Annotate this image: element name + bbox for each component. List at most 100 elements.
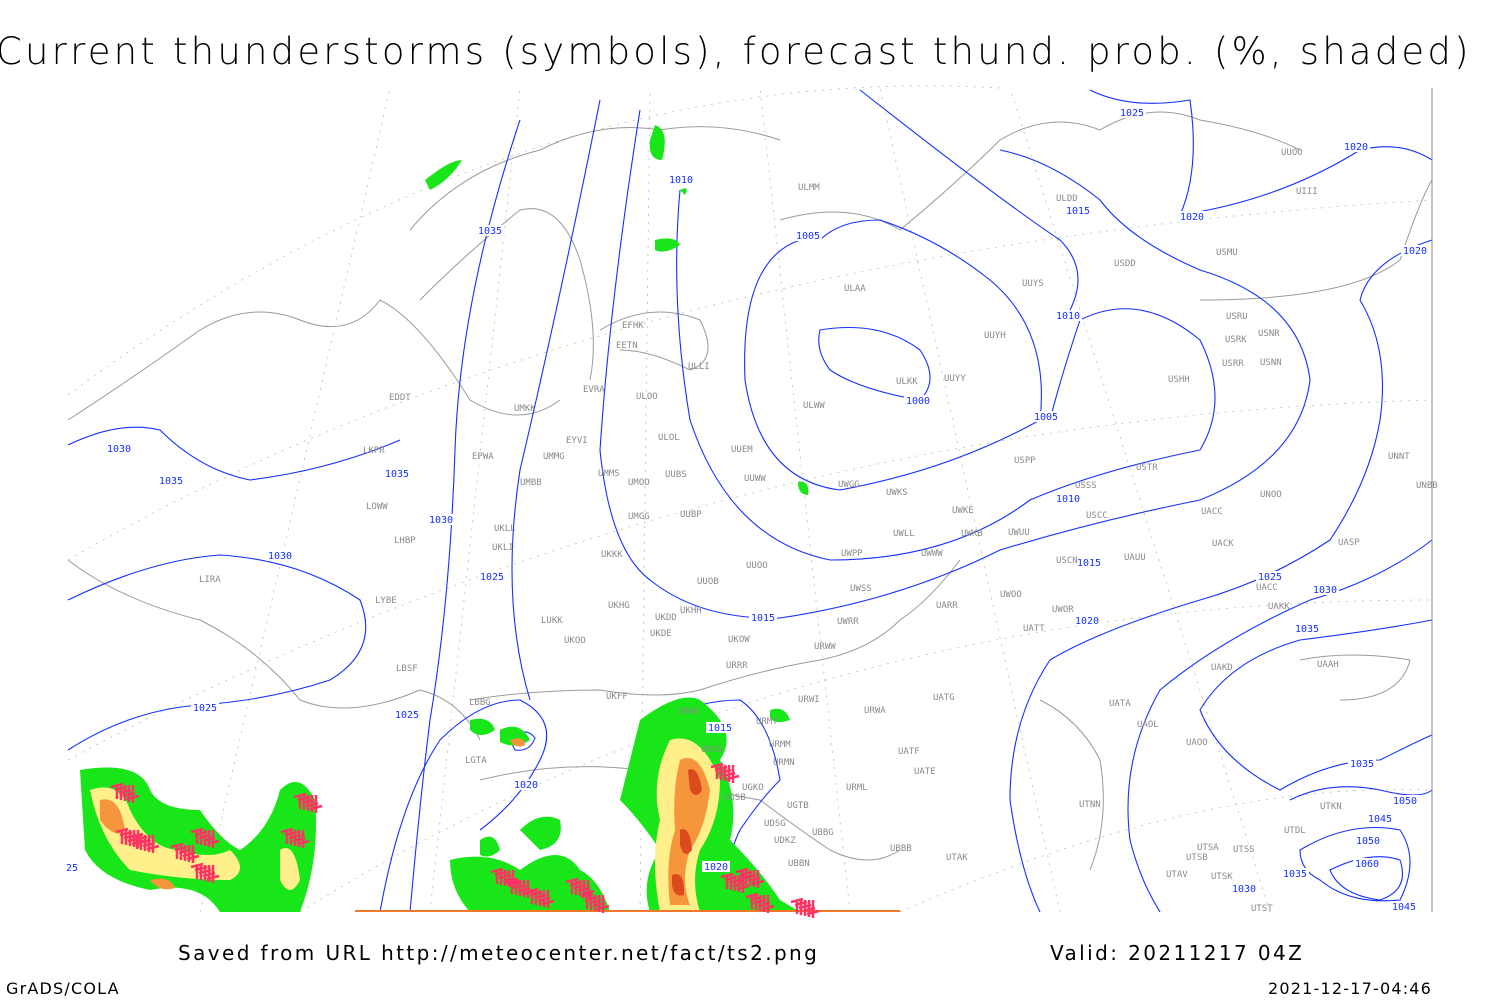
station-label: USNR [1258,329,1280,339]
station-label: EYVI [566,436,588,446]
station-label: UUOO [1281,148,1303,158]
station-label: UTNN [1079,800,1101,810]
station-label: UMOO [628,478,650,488]
station-label: UUYS [1022,279,1044,289]
station-label: LBSF [396,664,418,674]
station-label: UAKK [1268,602,1290,612]
isobar-label: 1025 [1258,572,1282,583]
isobar-label: 1030 [268,551,292,562]
isobar-label: 1035 [1283,869,1307,880]
isobar-label: 1020 [1075,616,1099,627]
station-label: URWA [864,706,886,716]
isobar-label: 1015 [1066,206,1090,217]
thunderstorm-symbol [190,862,220,883]
isobar-label: 1000 [906,396,930,407]
station-label: UTSB [1186,853,1208,863]
station-label: URMM [769,740,791,750]
isobar-label: 1025 [1120,108,1144,119]
station-label: UACK [1212,539,1234,549]
thunderstorm-symbol [745,892,775,913]
thunderstorm-symbol [525,887,555,908]
prob-area-max [672,769,702,896]
station-label: UTAK [946,853,968,863]
isobar-label: 1015 [1077,558,1101,569]
station-label: UNOO [1260,490,1282,500]
station-label: UBBB [890,844,912,854]
station-label: UATF [898,747,920,757]
isobar-label: 1035 [1295,624,1319,635]
station-label: UKHG [608,601,630,611]
station-label: URWW [814,642,836,652]
station-label: ULDD [1056,194,1078,204]
station-label: UATA [1109,699,1131,709]
thunderstorm-symbol [790,897,820,918]
station-label: UUBP [680,510,702,520]
station-label: USNN [1260,358,1282,368]
station-label: UACC [1256,583,1278,593]
isobar-label: 1030 [429,515,453,526]
isobar-label: 1045 [1368,814,1392,825]
station-label: URML [846,783,868,793]
map-title: Current thunderstorms (symbols), forecas… [0,30,1472,73]
station-label: UUOB [697,577,719,587]
station-label: LIRA [199,575,221,585]
station-label: USPP [1014,456,1036,466]
station-label: USRK [1225,335,1247,345]
station-label: UIII [1296,187,1318,197]
station-label: UACC [1201,507,1223,517]
station-label: UGTB [787,801,809,811]
station-label: ULMM [798,183,820,193]
station-label: UWRR [837,617,859,627]
station-label: UMMS [598,469,620,479]
station-label: UTSA [1197,843,1219,853]
station-label: UKDD [655,613,677,623]
station-label: UUEM [731,445,753,455]
thunderstorm-symbol [580,892,610,913]
station-label: USCN [1056,556,1078,566]
station-label: ULOO [636,392,658,402]
station-label: UNBB [1416,481,1438,491]
station-label: LHBP [394,536,416,546]
station-label: USCC [1086,511,1108,521]
station-label: ULKK [896,377,918,387]
prob-area-low [450,816,610,912]
station-label: URSS [701,745,723,755]
isobar-label: 1045 [1392,902,1416,913]
station-label: USDD [1114,259,1136,269]
station-label: UUYY [944,374,966,384]
station-label: UMMG [543,452,565,462]
isobar-label: 25 [66,863,78,874]
isobar-label: 1050 [1393,796,1417,807]
isobar-label: 1025 [480,572,504,583]
station-label: UMGG [628,512,650,522]
isobar-label: 1020 [1344,142,1368,153]
station-label: UTAV [1166,870,1188,880]
station-label: USHH [1168,375,1190,385]
isobar-label: 1035 [478,226,502,237]
station-label: USSS [1075,481,1097,491]
station-label: LKPR [363,446,385,456]
isobar-label: 1020 [514,780,538,791]
isobar-labels: 1035 1010 1005 1025 1020 1015 1020 1020 1010 1000… [64,107,1429,913]
station-label: UUYH [984,331,1006,341]
station-label: UAOL [1137,720,1159,730]
station-label: UKHH [680,606,702,616]
station-label: USTR [1136,463,1158,473]
station-label: UUBS [665,470,687,480]
thunderstorm-symbol [280,827,310,848]
station-label: UKLL [494,524,516,534]
station-label: UUOO [746,561,768,571]
station-label: UAOO [1186,738,1208,748]
isobar-label: 1025 [395,710,419,721]
station-label: UKOW [728,635,750,645]
isobar-label: 1025 [193,703,217,714]
station-label: UKLI [492,543,514,553]
station-label: UNNT [1388,452,1410,462]
station-label: UTSS [1233,845,1255,855]
station-label: UKOO [564,636,586,646]
station-label: LOWW [366,502,388,512]
station-label: URKK [678,707,700,717]
thunderstorm-symbol [110,782,140,803]
generation-timestamp: 2021-12-17-04:46 [1268,979,1433,998]
